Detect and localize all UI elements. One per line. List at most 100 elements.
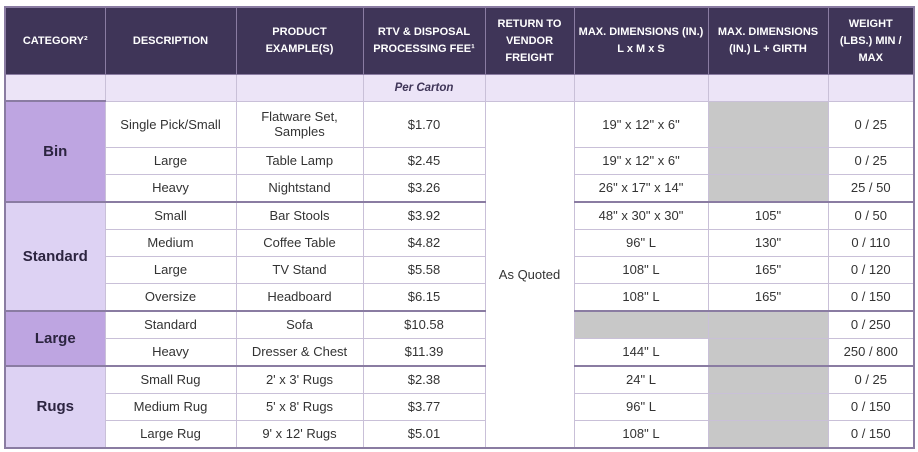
weight-cell: 25 / 50	[827, 173, 915, 203]
header-description: DESCRIPTION	[104, 6, 237, 75]
dims-cell: 26" x 17" x 14"	[573, 173, 709, 203]
girth-cell-empty	[707, 337, 829, 367]
dims-cell: 144" L	[573, 337, 709, 367]
girth-cell: 105"	[707, 200, 829, 230]
header-weight: WEIGHT (LBS.) MIN / MAX	[827, 6, 915, 75]
fee-cell: $2.38	[362, 364, 486, 394]
description-cell: Oversize	[104, 282, 237, 312]
dims-cell: 96" L	[573, 392, 709, 421]
girth-cell-empty	[707, 392, 829, 421]
girth-cell-empty	[707, 309, 829, 339]
subheader-cell	[235, 74, 364, 102]
example-cell: Coffee Table	[235, 228, 364, 257]
fee-cell: $1.70	[362, 100, 486, 148]
weight-cell: 0 / 25	[827, 100, 915, 148]
dims-cell: 48" x 30" x 30"	[573, 200, 709, 230]
weight-cell: 0 / 25	[827, 146, 915, 175]
example-cell: Nightstand	[235, 173, 364, 203]
weight-cell: 0 / 25	[827, 364, 915, 394]
header-product-examples: PRODUCT EXAMPLE(S)	[235, 6, 364, 75]
fee-cell: $5.01	[362, 419, 486, 449]
subheader-row: Per Carton	[4, 74, 915, 102]
table-row: Rugs Small Rug 2' x 3' Rugs $2.38 24" L …	[4, 364, 915, 450]
subheader-cell	[573, 74, 709, 102]
header-max-dims-girth: MAX. DIMENSIONS (IN.) L + GIRTH	[707, 6, 829, 75]
return-freight-cell: As Quoted	[484, 100, 575, 449]
dims-cell: 96" L	[573, 228, 709, 257]
table-row: Large Table Lamp $2.45 19" x 12" x 6" 0 …	[5, 146, 915, 175]
girth-cell: 165"	[707, 255, 829, 284]
category-standard: Standard	[4, 200, 106, 312]
fee-cell: $3.77	[362, 392, 486, 421]
per-carton-note: Per Carton	[362, 74, 486, 102]
weight-cell: 0 / 50	[827, 200, 915, 230]
girth-cell: 165"	[707, 282, 829, 312]
girth-cell-empty	[707, 100, 829, 148]
fee-cell: $11.39	[362, 337, 486, 367]
example-cell: 2' x 3' Rugs	[235, 364, 364, 394]
table-row: Oversize Headboard $6.15 108" L 165" 0 /…	[5, 282, 915, 312]
weight-cell: 250 / 800	[827, 337, 915, 367]
girth-cell: 130"	[707, 228, 829, 257]
table-row: Large Standard Sofa $10.58 0 / 250	[4, 309, 915, 367]
dims-cell: 19" x 12" x 6"	[573, 100, 709, 148]
weight-cell: 0 / 110	[827, 228, 915, 257]
table-row: Heavy Nightstand $3.26 26" x 17" x 14" 2…	[5, 173, 915, 203]
header-fee: RTV & DISPOSAL PROCESSING FEE¹	[362, 6, 486, 75]
dims-cell: 24" L	[573, 364, 709, 394]
example-cell: 5' x 8' Rugs	[235, 392, 364, 421]
example-cell: 9' x 12' Rugs	[235, 419, 364, 449]
category-bin: Bin	[4, 100, 106, 203]
dims-cell: 108" L	[573, 255, 709, 284]
weight-cell: 0 / 250	[827, 309, 915, 339]
subheader-cell	[4, 74, 106, 102]
description-cell: Small Rug	[104, 364, 237, 394]
fee-cell: $6.15	[362, 282, 486, 312]
table-row: Medium Coffee Table $4.82 96" L 130" 0 /…	[5, 228, 915, 257]
dims-cell-empty	[573, 309, 709, 339]
description-cell: Medium	[104, 228, 237, 257]
weight-cell: 0 / 120	[827, 255, 915, 284]
dims-cell: 108" L	[573, 419, 709, 449]
example-cell: Flatware Set, Samples	[235, 100, 364, 148]
girth-cell-empty	[707, 419, 829, 449]
subheader-cell	[104, 74, 237, 102]
category-large: Large	[4, 309, 106, 367]
girth-cell-empty	[707, 173, 829, 203]
table-row: Bin Single Pick/Small Flatware Set, Samp…	[4, 100, 915, 449]
example-cell: TV Stand	[235, 255, 364, 284]
fee-cell: $4.82	[362, 228, 486, 257]
weight-cell: 0 / 150	[827, 392, 915, 421]
table-row: Standard Small Bar Stools $3.92 48" x 30…	[4, 200, 915, 312]
header-row: CATEGORY² DESCRIPTION PRODUCT EXAMPLE(S)…	[4, 6, 915, 75]
weight-cell: 0 / 150	[827, 419, 915, 449]
description-cell: Large Rug	[104, 419, 237, 449]
subheader-cell	[707, 74, 829, 102]
rtv-fee-table: CATEGORY² DESCRIPTION PRODUCT EXAMPLE(S)…	[4, 6, 915, 450]
table-row: Large TV Stand $5.58 108" L 165" 0 / 120	[5, 255, 915, 284]
category-rugs: Rugs	[4, 364, 106, 450]
description-cell: Medium Rug	[104, 392, 237, 421]
description-cell: Large	[104, 255, 237, 284]
table-row: Heavy Dresser & Chest $11.39 144" L 250 …	[5, 337, 915, 367]
description-cell: Heavy	[104, 173, 237, 203]
girth-cell-empty	[707, 364, 829, 394]
fee-cell: $5.58	[362, 255, 486, 284]
dims-cell: 19" x 12" x 6"	[573, 146, 709, 175]
fee-cell: $3.26	[362, 173, 486, 203]
description-cell: Standard	[104, 309, 237, 339]
example-cell: Sofa	[235, 309, 364, 339]
girth-cell-empty	[707, 146, 829, 175]
fee-cell: $2.45	[362, 146, 486, 175]
description-cell: Small	[104, 200, 237, 230]
example-cell: Table Lamp	[235, 146, 364, 175]
example-cell: Bar Stools	[235, 200, 364, 230]
description-cell: Large	[104, 146, 237, 175]
example-cell: Headboard	[235, 282, 364, 312]
header-category: CATEGORY²	[4, 6, 106, 75]
table-row: Medium Rug 5' x 8' Rugs $3.77 96" L 0 / …	[5, 392, 915, 421]
description-cell: Single Pick/Small	[104, 100, 237, 148]
subheader-cell	[827, 74, 915, 102]
description-cell: Heavy	[104, 337, 237, 367]
fee-cell: $10.58	[362, 309, 486, 339]
